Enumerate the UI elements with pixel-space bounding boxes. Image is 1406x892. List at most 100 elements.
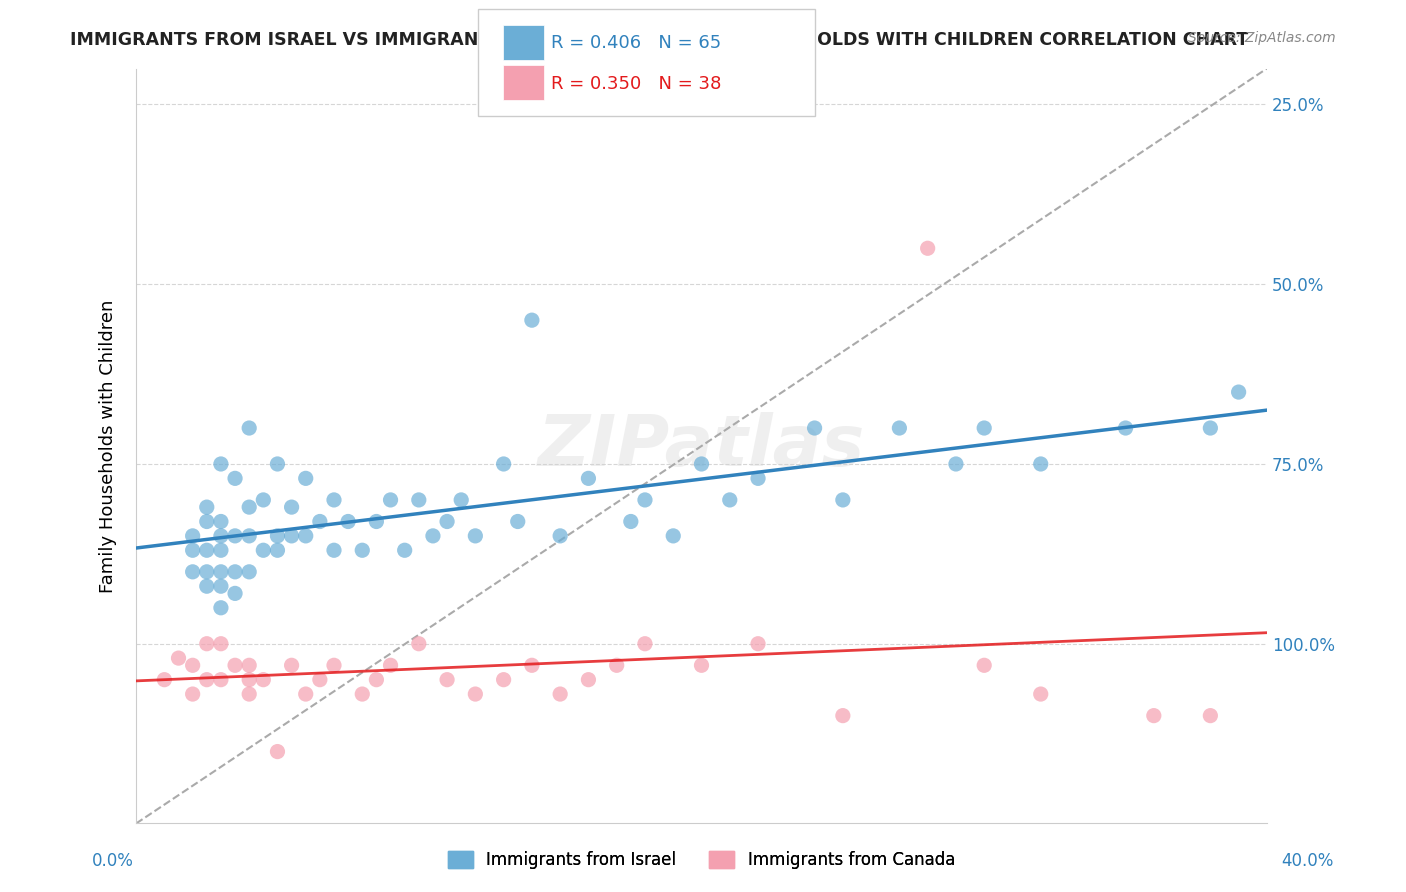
- Point: [181, 565, 204, 579]
- Point: [181, 658, 204, 673]
- Point: [308, 515, 330, 529]
- Point: [294, 687, 316, 701]
- Point: [209, 529, 232, 543]
- Point: [366, 673, 388, 687]
- Text: ZIPatlas: ZIPatlas: [538, 411, 865, 481]
- Point: [1199, 421, 1222, 435]
- Point: [436, 515, 458, 529]
- Point: [238, 421, 260, 435]
- Point: [224, 658, 246, 673]
- Point: [366, 515, 388, 529]
- Point: [209, 565, 232, 579]
- Point: [181, 687, 204, 701]
- Text: R = 0.406   N = 65: R = 0.406 N = 65: [551, 34, 721, 52]
- Point: [238, 565, 260, 579]
- Point: [252, 673, 274, 687]
- Point: [153, 673, 176, 687]
- Point: [831, 492, 853, 507]
- Point: [195, 500, 218, 515]
- Point: [578, 471, 600, 485]
- Point: [224, 565, 246, 579]
- Point: [337, 515, 360, 529]
- Point: [548, 687, 571, 701]
- Point: [252, 492, 274, 507]
- Point: [578, 673, 600, 687]
- Point: [408, 637, 430, 651]
- Text: 0.0%: 0.0%: [91, 852, 134, 870]
- Point: [323, 492, 346, 507]
- Point: [464, 687, 486, 701]
- Y-axis label: Family Households with Children: Family Households with Children: [100, 300, 117, 592]
- Point: [195, 673, 218, 687]
- Point: [167, 651, 190, 665]
- Point: [394, 543, 416, 558]
- Point: [973, 658, 995, 673]
- Point: [1199, 708, 1222, 723]
- Point: [436, 673, 458, 687]
- Point: [690, 658, 713, 673]
- Point: [224, 529, 246, 543]
- Point: [308, 673, 330, 687]
- Point: [422, 529, 444, 543]
- Point: [520, 658, 543, 673]
- Point: [464, 529, 486, 543]
- Text: IMMIGRANTS FROM ISRAEL VS IMMIGRANTS FROM CANADA FAMILY HOUSEHOLDS WITH CHILDREN: IMMIGRANTS FROM ISRAEL VS IMMIGRANTS FRO…: [70, 31, 1249, 49]
- Point: [266, 543, 288, 558]
- Point: [606, 658, 628, 673]
- Point: [294, 529, 316, 543]
- Point: [323, 543, 346, 558]
- Point: [224, 471, 246, 485]
- Text: 40.0%: 40.0%: [1281, 852, 1334, 870]
- Point: [548, 529, 571, 543]
- Point: [238, 529, 260, 543]
- Point: [195, 565, 218, 579]
- Point: [408, 492, 430, 507]
- Point: [280, 500, 302, 515]
- Point: [209, 543, 232, 558]
- Point: [973, 421, 995, 435]
- Point: [620, 515, 643, 529]
- Point: [831, 708, 853, 723]
- Point: [718, 492, 741, 507]
- Legend: Immigrants from Israel, Immigrants from Canada: Immigrants from Israel, Immigrants from …: [441, 844, 962, 876]
- Point: [195, 543, 218, 558]
- Point: [323, 658, 346, 673]
- Point: [181, 543, 204, 558]
- Point: [209, 515, 232, 529]
- Point: [209, 457, 232, 471]
- Point: [195, 579, 218, 593]
- Point: [380, 658, 402, 673]
- Point: [209, 673, 232, 687]
- Point: [945, 457, 967, 471]
- Text: R = 0.350   N = 38: R = 0.350 N = 38: [551, 75, 721, 93]
- Point: [506, 515, 529, 529]
- Point: [520, 313, 543, 327]
- Point: [266, 457, 288, 471]
- Point: [224, 586, 246, 600]
- Point: [1143, 708, 1166, 723]
- Point: [450, 492, 472, 507]
- Point: [492, 673, 515, 687]
- Point: [238, 658, 260, 673]
- Point: [294, 471, 316, 485]
- Point: [195, 515, 218, 529]
- Point: [266, 745, 288, 759]
- Point: [889, 421, 911, 435]
- Point: [181, 529, 204, 543]
- Point: [238, 500, 260, 515]
- Point: [492, 457, 515, 471]
- Point: [747, 471, 769, 485]
- Text: Source: ZipAtlas.com: Source: ZipAtlas.com: [1188, 31, 1336, 45]
- Point: [747, 637, 769, 651]
- Point: [252, 543, 274, 558]
- Point: [690, 457, 713, 471]
- Point: [280, 658, 302, 673]
- Point: [380, 492, 402, 507]
- Point: [352, 543, 374, 558]
- Point: [266, 529, 288, 543]
- Point: [634, 637, 657, 651]
- Point: [352, 687, 374, 701]
- Point: [634, 492, 657, 507]
- Point: [1029, 687, 1052, 701]
- Point: [803, 421, 825, 435]
